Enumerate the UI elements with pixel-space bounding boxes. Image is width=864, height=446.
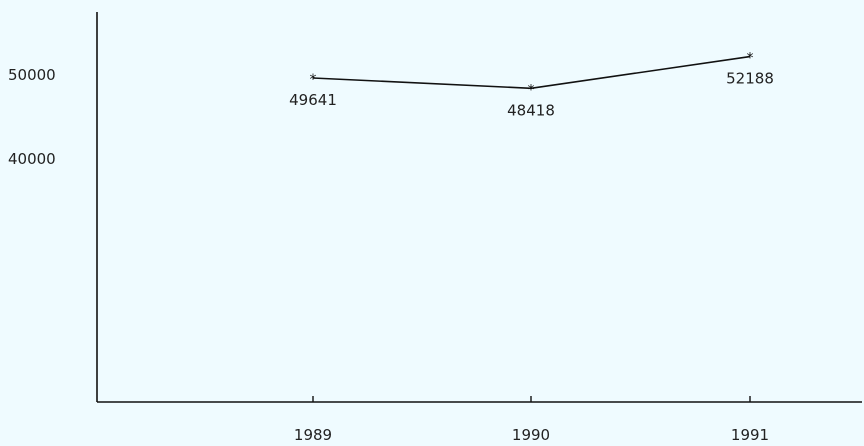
x-tick-label-1990: 1990 xyxy=(512,426,550,444)
y-tick-label-40000: 40000 xyxy=(8,150,56,168)
x-tick-label-1991: 1991 xyxy=(731,426,769,444)
y-tick-label-50000: 50000 xyxy=(8,66,56,84)
data-point-1990: * xyxy=(528,82,535,98)
data-label-1991: 52188 xyxy=(726,70,774,88)
x-tick-label-1989: 1989 xyxy=(294,426,332,444)
data-label-1989: 49641 xyxy=(289,91,337,109)
data-label-1990: 48418 xyxy=(507,101,555,119)
data-point-1989: * xyxy=(310,72,317,88)
data-point-1991: * xyxy=(747,51,754,67)
series-line xyxy=(312,55,751,90)
